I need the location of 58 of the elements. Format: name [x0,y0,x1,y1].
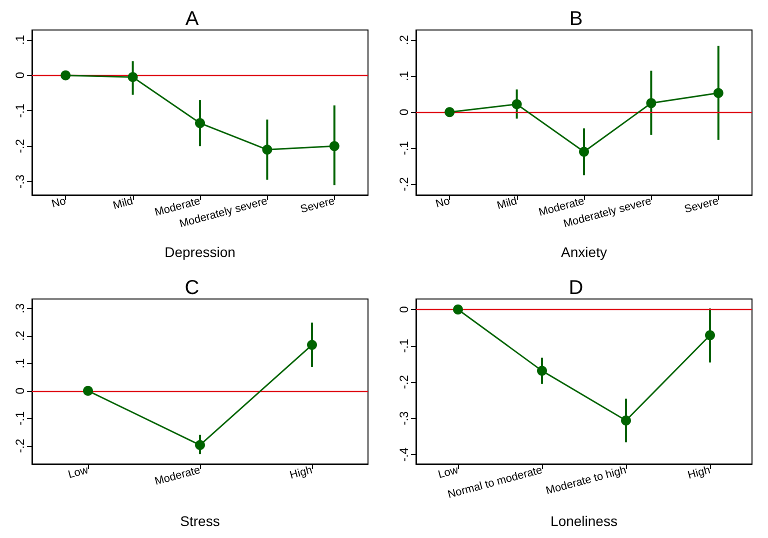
x-tick-label: High [686,464,712,482]
y-tick-label: -.2 [397,374,411,390]
x-tick-label: High [288,464,314,482]
y-tick-label: -.1 [13,411,27,426]
point [579,146,589,157]
x-tick-label: Severe [299,195,336,216]
x-tick-label: Moderate [154,464,202,488]
x-tick-label: Mild [112,195,134,212]
point [512,99,522,110]
chart-title: A [185,8,200,30]
y-tick-label: 0 [397,306,411,313]
y-tick-label: -.2 [13,438,27,453]
point [329,141,340,152]
point [262,144,272,155]
x-axis-title: Loneliness [550,513,618,529]
x-tick-label: Low [436,464,460,482]
point [83,386,93,396]
x-tick-label: No [434,195,452,210]
point [646,98,656,108]
y-tick-label: -.3 [397,410,411,426]
y-tick-label: -.1 [397,140,411,156]
x-tick-label: Moderate to high [544,464,628,498]
point [453,304,463,315]
x-tick-label: Mild [496,195,518,212]
y-tick-label: .3 [13,303,27,314]
point [705,330,715,340]
y-tick-label: 0 [13,72,27,79]
point [195,440,205,450]
x-tick-label: No [50,195,68,210]
y-tick-label: .2 [397,34,411,46]
y-tick-label: -.2 [397,176,411,192]
x-tick-label: Severe [683,195,720,216]
y-tick-label: .2 [13,330,27,341]
y-tick-label: -.2 [13,138,27,154]
x-axis-title: Depression [164,244,236,260]
y-tick-label: .1 [13,358,27,368]
x-tick-label: Low [66,464,90,482]
chart-title: B [569,8,583,30]
point [60,70,71,80]
point [537,366,547,376]
y-tick-label: -.3 [13,174,27,189]
point [195,118,205,128]
y-tick-label: -.1 [397,338,411,353]
y-tick-label: -.4 [397,447,411,462]
point [713,88,724,98]
chart-title: D [568,277,584,299]
point [307,340,317,350]
y-tick-label: .1 [397,70,411,82]
y-tick-label: 0 [13,387,27,394]
x-axis-title: Anxiety [561,244,607,260]
x-axis-title: Stress [180,513,220,529]
y-tick-label: 0 [397,108,411,116]
point [444,107,455,118]
chart-title: C [184,277,200,299]
point [128,72,138,82]
y-tick-label: -.1 [13,103,27,118]
point [621,415,631,426]
y-tick-label: .1 [13,34,27,45]
